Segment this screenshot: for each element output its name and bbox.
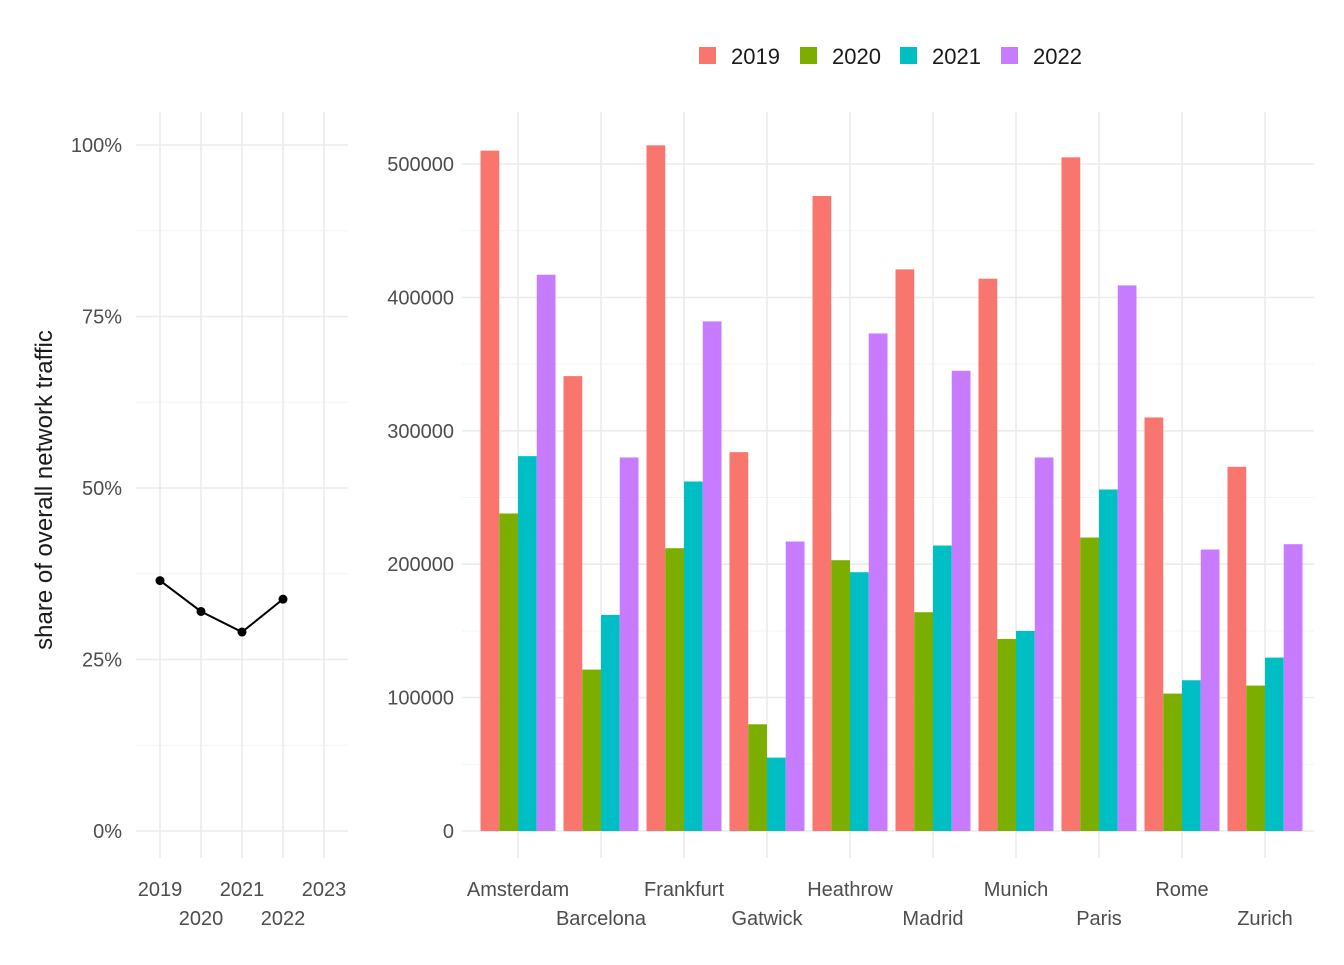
bar-2022 [1117, 285, 1137, 831]
bar-2019 [978, 278, 998, 831]
bar-panel: 0 100000 200000 300000 400000 500000 Amsterdam… [387, 112, 1314, 930]
y-tick-label: 75% [82, 307, 122, 329]
x-tick-label: Munich [984, 879, 1048, 901]
legend: 2019 2020 2021 2022 [699, 44, 1082, 69]
bar-2021 [1182, 680, 1201, 831]
x-tick-label: Barcelona [556, 908, 647, 930]
legend-label: 2022 [1033, 44, 1082, 69]
bar-2021 [518, 456, 537, 831]
bar-2020 [1080, 537, 1099, 831]
x-tick-label: Paris [1076, 908, 1122, 930]
y-tick-label: 0 [443, 821, 454, 843]
y-tick-label: 100000 [387, 688, 454, 710]
x-tick-label: 2019 [138, 879, 183, 901]
bar-2022 [785, 541, 805, 831]
data-point [155, 576, 165, 586]
line-panel: 0% 25% 50% 75% 100% 2019 2020 2021 2022 2023 share… [31, 112, 348, 930]
data-point [196, 606, 206, 616]
x-tick-label: 2022 [261, 908, 306, 930]
legend-label: 2019 [731, 44, 780, 69]
y-tick-label: 25% [82, 650, 122, 672]
x-tick-label: Madrid [902, 908, 963, 930]
legend-swatch [699, 47, 716, 64]
bar-2019 [1061, 157, 1081, 831]
y-tick-label: 200000 [387, 554, 454, 576]
bar-2021 [933, 545, 952, 831]
series-line [159, 579, 284, 634]
bar-2019 [480, 150, 500, 831]
x-tick-label: 2023 [302, 879, 347, 901]
y-tick-label: 300000 [387, 421, 454, 443]
legend-swatch [800, 47, 817, 64]
bar-2019 [646, 145, 666, 832]
bar-2021 [684, 481, 703, 831]
x-tick-label: Gatwick [731, 908, 803, 930]
bar-2021 [850, 572, 869, 831]
bar-2020 [831, 560, 850, 831]
bar-2022 [1200, 549, 1220, 831]
bar-2020 [914, 612, 933, 831]
bar-2019 [812, 196, 832, 832]
bar-2021 [1099, 489, 1118, 831]
bar-2020 [1246, 685, 1265, 831]
bar-2020 [499, 513, 518, 831]
bar-2022 [951, 370, 971, 831]
y-tick-label: 50% [82, 478, 122, 500]
bar-2021 [1265, 657, 1284, 831]
x-tick-label: Rome [1155, 879, 1208, 901]
bar-2022 [619, 457, 639, 831]
y-tick-label: 0% [93, 821, 122, 843]
bar-2020 [997, 638, 1016, 831]
legend-label: 2021 [932, 44, 981, 69]
bar-2019 [729, 452, 749, 831]
bar-2019 [1227, 466, 1247, 831]
y-tick-label: 400000 [387, 287, 454, 309]
bar-2021 [601, 614, 620, 831]
x-tick-label: Frankfurt [644, 879, 724, 901]
bar-2022 [536, 274, 556, 831]
x-tick-label: Amsterdam [467, 879, 569, 901]
bar-2020 [665, 548, 684, 831]
y-axis-title: share of overall network traffic [31, 330, 58, 650]
bar-2019 [895, 269, 915, 831]
legend-swatch [1001, 47, 1018, 64]
bar-2019 [563, 376, 583, 831]
x-tick-label: 2021 [220, 879, 265, 901]
bar-2021 [1016, 630, 1035, 831]
x-tick-label: Heathrow [807, 879, 893, 901]
data-point [278, 594, 288, 604]
legend-swatch [900, 47, 917, 64]
x-tick-label: 2020 [179, 908, 224, 930]
bar-2022 [1283, 544, 1303, 831]
bar-2021 [767, 757, 786, 831]
bar-2020 [1163, 693, 1182, 831]
x-tick-label: Zurich [1237, 908, 1293, 930]
y-tick-label: 500000 [387, 154, 454, 176]
bar-2022 [1034, 457, 1054, 831]
data-point [237, 627, 247, 637]
bar-2020 [748, 724, 767, 831]
bar-2020 [582, 669, 601, 831]
bar-2022 [868, 333, 888, 831]
y-tick-label: 100% [71, 135, 122, 157]
bar-2022 [702, 321, 722, 831]
bar-2019 [1144, 417, 1164, 831]
legend-label: 2020 [832, 44, 881, 69]
